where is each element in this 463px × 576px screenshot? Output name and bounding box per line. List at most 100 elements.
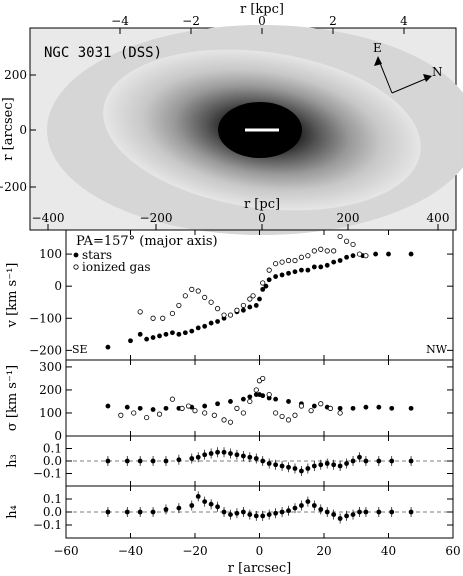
data-point-ionized-gas <box>327 405 334 411</box>
data-point-stars <box>331 512 337 517</box>
data-point-stars <box>189 503 195 508</box>
corner-label-se: SE <box>72 343 88 356</box>
data-point-stars <box>234 452 240 458</box>
data-point-stars <box>105 458 111 464</box>
pc-tick-label: 400 <box>427 211 450 225</box>
x-tick-label: 40 <box>381 544 396 558</box>
data-point-stars <box>144 336 150 342</box>
top-tick-label: −2 <box>182 14 200 28</box>
left-tick-label: 200 <box>4 68 27 82</box>
legend-marker-stars <box>73 252 79 258</box>
y-tick-label: 0.1 <box>43 492 62 506</box>
data-point-stars <box>170 330 175 336</box>
data-point-ionized-gas <box>337 233 343 240</box>
data-point-ionized-gas <box>195 288 201 294</box>
x-tick-label: −20 <box>182 544 207 558</box>
data-point-stars <box>279 509 285 515</box>
data-point-stars <box>350 512 356 517</box>
data-point-stars <box>240 453 246 459</box>
data-point-ionized-gas <box>308 408 314 414</box>
data-point-stars <box>344 513 349 519</box>
data-point-ionized-gas <box>211 412 217 418</box>
data-point-stars <box>299 468 304 474</box>
data-point-ionized-gas <box>202 410 208 416</box>
data-point-stars <box>305 267 311 273</box>
data-point-ionized-gas <box>227 419 234 425</box>
data-point-stars <box>195 325 201 331</box>
y-tick-label: 100 <box>39 406 62 420</box>
data-point-stars <box>311 503 317 508</box>
data-point-ionized-gas <box>318 246 324 252</box>
data-point-stars <box>286 508 291 514</box>
data-point-ionized-gas <box>221 417 227 423</box>
pa-annotation: PA=157° (major axis) <box>76 234 218 249</box>
data-point-stars <box>408 509 414 515</box>
data-point-stars <box>137 405 143 411</box>
data-point-stars <box>299 267 304 273</box>
data-point-stars <box>215 319 220 324</box>
compass-icon: E N <box>373 41 443 94</box>
data-point-ionized-gas <box>176 302 182 309</box>
pc-tick-label: −400 <box>32 211 65 225</box>
data-point-ionized-gas <box>160 315 166 321</box>
data-point-stars <box>408 458 414 464</box>
y-tick-label: 0.1 <box>43 442 62 456</box>
data-point-stars <box>344 254 349 260</box>
data-point-ionized-gas <box>337 410 343 416</box>
data-point-stars <box>137 509 143 515</box>
data-point-stars <box>324 509 330 515</box>
data-point-ionized-gas <box>324 248 330 254</box>
top-tick-label: 0 <box>258 14 266 28</box>
x-tick-label: 0 <box>256 544 264 558</box>
left-axis-label: r [arcsec] <box>1 97 16 160</box>
data-point-stars <box>386 251 391 257</box>
data-point-stars <box>286 270 291 276</box>
data-point-ionized-gas <box>131 410 137 416</box>
legend-marker-gas <box>73 264 79 270</box>
data-point-ionized-gas <box>250 293 256 299</box>
data-point-stars <box>350 253 356 259</box>
velocity-panel: 100 0 −100 −200 v [km s⁻¹] PA=157° (major axi… <box>5 229 454 361</box>
data-point-ionized-gas <box>179 405 185 411</box>
top-tick-label: 4 <box>400 14 408 28</box>
data-point-ionized-gas <box>273 261 279 267</box>
data-point-stars <box>260 458 266 464</box>
data-point-stars <box>208 451 214 456</box>
data-point-stars <box>163 331 169 337</box>
data-point-stars <box>286 464 291 470</box>
data-point-stars <box>247 512 253 517</box>
data-point-stars <box>389 509 395 515</box>
data-point-stars <box>163 405 169 411</box>
data-point-stars <box>253 456 259 461</box>
data-point-stars <box>337 516 343 521</box>
data-point-stars <box>279 272 285 278</box>
x-tick-label: 20 <box>316 544 331 558</box>
data-point-stars <box>408 405 414 411</box>
data-point-ionized-gas <box>305 253 311 259</box>
data-point-stars <box>260 513 266 519</box>
data-point-stars <box>363 404 369 410</box>
y-tick-label: 200 <box>39 383 62 397</box>
data-point-stars <box>228 512 233 517</box>
data-point-stars <box>311 264 317 270</box>
data-point-stars <box>150 335 156 340</box>
data-point-stars <box>363 458 369 464</box>
h4-panel: 0.10.0−0.1 h₄ −60 −40 −20 0 20 40 60 r [arcsec] <box>5 485 461 576</box>
data-point-stars <box>376 404 382 410</box>
data-point-stars <box>128 338 133 344</box>
data-point-stars <box>311 403 317 409</box>
data-point-ionized-gas <box>137 309 143 315</box>
data-point-ionized-gas <box>318 401 324 407</box>
data-point-stars <box>260 393 266 399</box>
data-point-stars <box>150 407 156 412</box>
data-point-ionized-gas <box>331 248 337 254</box>
data-point-stars <box>124 458 130 464</box>
data-point-stars <box>292 505 298 511</box>
y-axis-label: v [km s⁻¹] <box>5 263 20 329</box>
left-axis-ticks: 200 0 −200 <box>0 68 36 194</box>
data-point-stars <box>331 462 337 468</box>
data-point-stars <box>215 401 220 407</box>
data-point-ionized-gas <box>169 310 176 317</box>
data-point-ionized-gas <box>298 254 305 260</box>
data-point-stars <box>357 509 362 515</box>
